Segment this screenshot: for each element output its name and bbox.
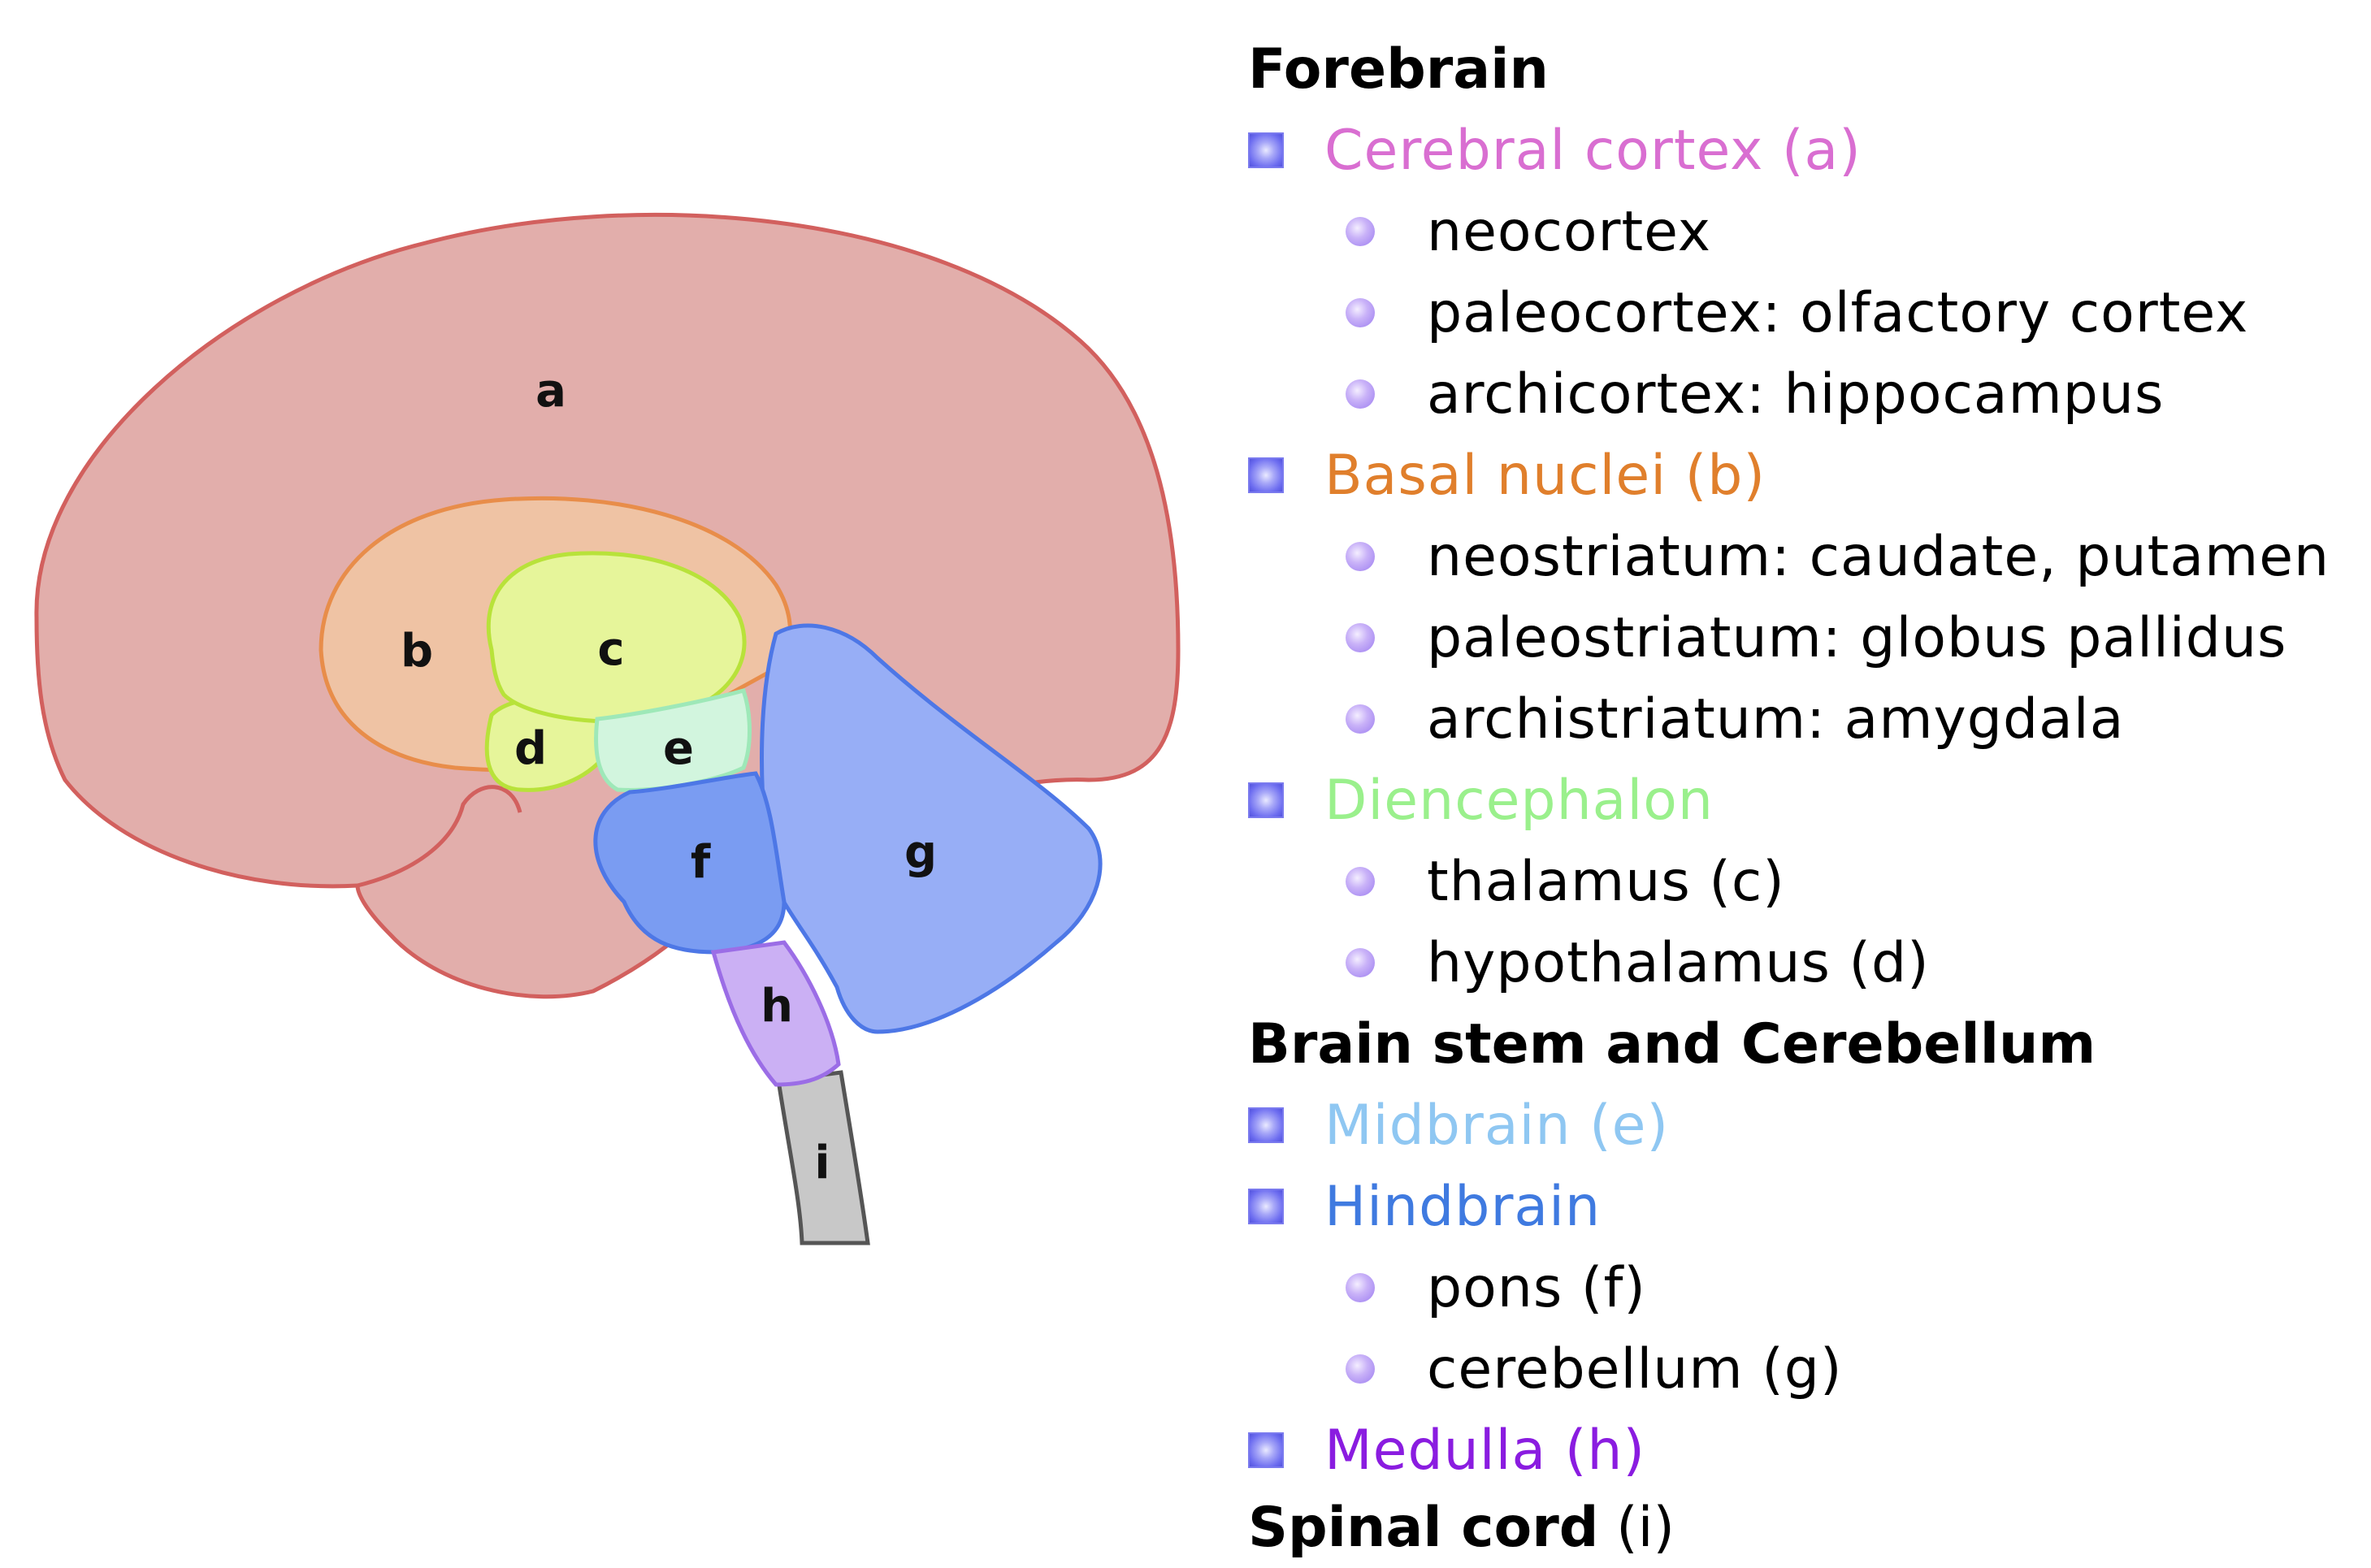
sub-item-label: neostriatum: caudate, putamen [1427, 524, 2330, 589]
medulla-row: Medulla (h) [1248, 1410, 1645, 1491]
sub-item-neocortex: neocortex [1248, 191, 1711, 272]
square-bullet-icon [1248, 132, 1284, 168]
brainstem-heading: Brain stem and Cerebellum [1248, 1011, 2096, 1076]
circle-bullet-icon [1346, 948, 1375, 977]
circle-bullet-icon [1346, 298, 1375, 327]
region-letter-g: g [904, 826, 937, 879]
brain-diagram: a b c d e f g h i [34, 212, 1181, 1245]
sub-item-label: cerebellum (g) [1427, 1336, 1843, 1401]
basal-nuclei-row: Basal nuclei (b) [1248, 435, 1766, 516]
region-letter-a: a [535, 365, 566, 418]
region-letter-b: b [401, 625, 433, 678]
region-letter-d: d [514, 722, 547, 775]
square-bullet-icon [1248, 782, 1284, 818]
sub-item-neostriatum: neostriatum: caudate, putamen [1248, 516, 2330, 597]
region-f-pons [593, 771, 787, 955]
cerebral-cortex-label: Cerebral cortex (a) [1324, 118, 1862, 183]
spinal-cord-letter: (i) [1598, 1495, 1675, 1560]
region-letter-e: e [663, 722, 694, 775]
forebrain-heading: Forebrain [1248, 37, 1549, 102]
sub-item-archicortex: archicortex: hippocampus [1248, 353, 2164, 435]
region-letter-f: f [691, 836, 711, 889]
forebrain-heading-row: Forebrain [1248, 28, 1549, 110]
circle-bullet-icon [1346, 867, 1375, 896]
diencephalon-row: Diencephalon [1248, 760, 1714, 841]
sub-item-label: neocortex [1427, 199, 1712, 264]
hindbrain-label: Hindbrain [1324, 1174, 1602, 1239]
sub-item-label: hypothalamus (d) [1427, 930, 1930, 995]
sub-item-label: archicortex: hippocampus [1427, 362, 2165, 427]
circle-bullet-icon [1346, 217, 1375, 246]
midbrain-label: Midbrain (e) [1324, 1093, 1670, 1158]
square-bullet-icon [1248, 457, 1284, 493]
circle-bullet-icon [1346, 1273, 1375, 1302]
sub-item-label: paleocortex: olfactory cortex [1427, 280, 2249, 345]
circle-bullet-icon [1346, 542, 1375, 571]
lobe-gap [357, 785, 522, 888]
sub-item-paleostriatum: paleostriatum: globus pallidus [1248, 597, 2286, 678]
region-letter-c: c [597, 623, 624, 676]
sub-item-archistriatum: archistriatum: amygdala [1248, 678, 2124, 760]
circle-bullet-icon [1346, 1354, 1375, 1384]
sub-item-cerebellum: cerebellum (g) [1248, 1328, 1842, 1410]
square-bullet-icon [1248, 1189, 1284, 1224]
region-letter-i: i [814, 1137, 830, 1189]
region-i-spinal-cord [776, 1070, 870, 1245]
sub-item-label: paleostriatum: globus pallidus [1427, 605, 2287, 670]
medulla-label: Medulla (h) [1324, 1418, 1645, 1483]
region-e-midbrain [594, 687, 752, 792]
sub-item-pons: pons (f) [1248, 1247, 1646, 1328]
hindbrain-row: Hindbrain [1248, 1166, 1601, 1247]
sub-item-label: archistriatum: amygdala [1427, 687, 2125, 752]
sub-item-hypothalamus: hypothalamus (d) [1248, 922, 1930, 1003]
midbrain-row: Midbrain (e) [1248, 1085, 1669, 1166]
circle-bullet-icon [1346, 623, 1375, 652]
sub-item-thalamus: thalamus (c) [1248, 841, 1785, 922]
square-bullet-icon [1248, 1432, 1284, 1468]
spinal-cord-heading: Spinal cord [1248, 1495, 1599, 1560]
spinal-cord-row: Spinal cord (i) [1248, 1487, 1675, 1568]
region-h-medulla [710, 940, 841, 1087]
diencephalon-label: Diencephalon [1324, 768, 1714, 833]
sub-item-label: pons (f) [1427, 1255, 1646, 1320]
cerebral-cortex-row: Cerebral cortex (a) [1248, 110, 1862, 191]
brainstem-heading-row: Brain stem and Cerebellum [1248, 1003, 2096, 1085]
basal-nuclei-label: Basal nuclei (b) [1324, 443, 1766, 508]
region-c-thalamus [486, 551, 747, 724]
sub-item-label: thalamus (c) [1427, 849, 1785, 914]
region-letter-h: h [761, 980, 793, 1033]
circle-bullet-icon [1346, 379, 1375, 409]
sub-item-paleocortex: paleocortex: olfactory cortex [1248, 272, 2248, 353]
square-bullet-icon [1248, 1107, 1284, 1143]
circle-bullet-icon [1346, 704, 1375, 734]
